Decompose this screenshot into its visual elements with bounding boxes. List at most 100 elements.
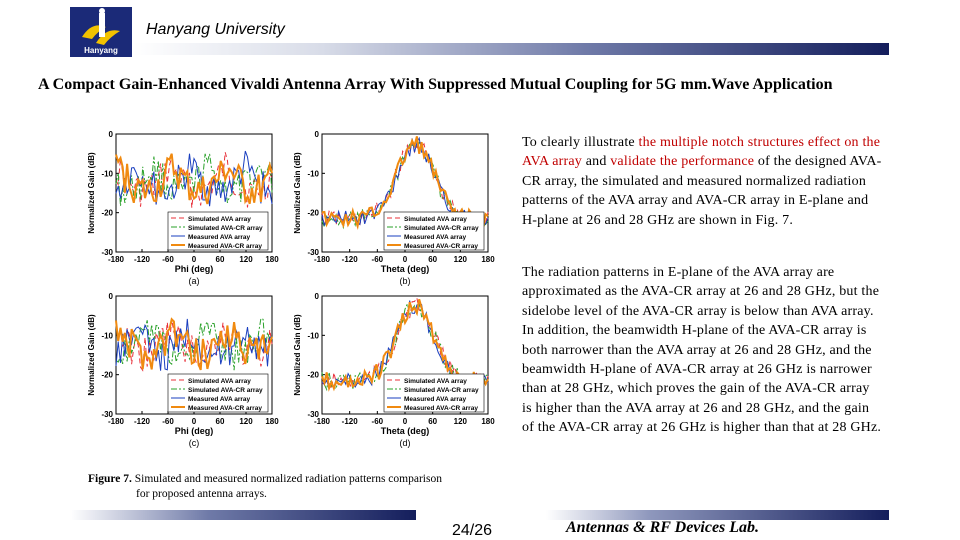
footer-bar-right bbox=[546, 510, 889, 520]
y-axis-label: Normalized Gain (dB) bbox=[87, 314, 96, 396]
y-tick-label: -10 bbox=[101, 169, 113, 178]
p1-highlight-2: validate the performance bbox=[610, 154, 755, 170]
y-tick-label: -10 bbox=[307, 331, 319, 340]
x-tick-label: 120 bbox=[239, 255, 253, 264]
panel-tag: (a) bbox=[189, 276, 200, 286]
legend-label: Simulated AVA array bbox=[404, 378, 467, 385]
pattern-curve bbox=[115, 317, 273, 371]
x-tick-label: 120 bbox=[239, 417, 253, 426]
y-tick-label: -20 bbox=[307, 371, 319, 380]
legend-label: Simulated AVA array bbox=[404, 216, 467, 223]
legend-label: Simulated AVA-CR array bbox=[404, 387, 479, 394]
x-axis-label: Theta (deg) bbox=[381, 426, 430, 436]
y-tick-label: -20 bbox=[101, 209, 113, 218]
legend-box bbox=[167, 373, 269, 413]
x-tick-label: 180 bbox=[265, 255, 279, 264]
legend-label: Measured AVA-CR array bbox=[404, 405, 478, 412]
p1-text-a: To clearly illustrate bbox=[522, 135, 639, 150]
university-name: Hanyang University bbox=[146, 21, 285, 38]
y-tick-label: -30 bbox=[101, 410, 113, 419]
y-axis-label: Normalized Gain (dB) bbox=[87, 152, 96, 234]
legend-label: Measured AVA array bbox=[188, 234, 251, 241]
legend-label: Measured AVA-CR array bbox=[188, 243, 262, 250]
slide-title: A Compact Gain-Enhanced Vivaldi Antenna … bbox=[38, 76, 833, 93]
legend-label: Simulated AVA array bbox=[188, 378, 251, 385]
y-tick-label: 0 bbox=[315, 292, 320, 301]
x-tick-label: 120 bbox=[454, 255, 468, 264]
y-tick-label: 0 bbox=[109, 292, 114, 301]
panel-tag: (d) bbox=[400, 438, 411, 448]
caption-line-1: Simulated and measured normalized radiat… bbox=[134, 473, 442, 485]
legend-label: Simulated AVA-CR array bbox=[404, 225, 479, 232]
legend-box bbox=[167, 211, 269, 251]
header-bar bbox=[133, 43, 889, 55]
x-tick-label: -60 bbox=[372, 255, 384, 264]
y-tick-label: -30 bbox=[101, 248, 113, 257]
x-tick-label: -120 bbox=[342, 417, 359, 426]
university-logo: Hanyang bbox=[70, 7, 132, 57]
pattern-curve bbox=[115, 318, 273, 371]
y-tick-label: -20 bbox=[101, 371, 113, 380]
legend-label: Simulated AVA array bbox=[188, 216, 251, 223]
pattern-curve bbox=[115, 152, 273, 208]
x-tick-label: -120 bbox=[134, 255, 151, 264]
x-tick-label: -60 bbox=[162, 417, 174, 426]
y-axis-label: Normalized Gain (dB) bbox=[293, 314, 302, 396]
legend-label: Measured AVA-CR array bbox=[188, 405, 262, 412]
page-number: 24/26 bbox=[452, 522, 493, 539]
legend-label: Measured AVA array bbox=[404, 396, 467, 403]
x-tick-label: -60 bbox=[372, 417, 384, 426]
panel-tag: (c) bbox=[189, 438, 200, 448]
panel-tag: (b) bbox=[400, 276, 411, 286]
caption-label: Figure 7. bbox=[88, 473, 132, 485]
paragraph-h-plane: In addition, the beamwidth H-plane of th… bbox=[522, 323, 882, 436]
y-tick-label: 0 bbox=[315, 130, 320, 139]
legend-label: Measured AVA-CR array bbox=[404, 243, 478, 250]
y-axis-label: Normalized Gain (dB) bbox=[293, 152, 302, 234]
y-tick-label: -20 bbox=[307, 209, 319, 218]
x-tick-label: 60 bbox=[428, 255, 437, 264]
x-tick-label: -120 bbox=[134, 417, 151, 426]
x-tick-label: -180 bbox=[108, 417, 125, 426]
p1-text-b: and bbox=[582, 154, 611, 170]
y-tick-label: -30 bbox=[307, 248, 319, 257]
x-tick-label: -180 bbox=[314, 417, 331, 426]
y-tick-label: -10 bbox=[101, 331, 113, 340]
x-tick-label: 180 bbox=[481, 255, 495, 264]
caption-line-2: for proposed antenna arrays. bbox=[136, 488, 267, 500]
legend-label: Simulated AVA-CR array bbox=[188, 387, 263, 394]
paragraph-intro: To clearly illustrate the multiple notch… bbox=[522, 133, 882, 230]
x-tick-label: -60 bbox=[162, 255, 174, 264]
p1-highlight: the multiple notch structures effect on … bbox=[522, 135, 881, 170]
x-tick-label: 180 bbox=[265, 417, 279, 426]
paragraph-results: The radiation patterns in E-plane of the… bbox=[522, 263, 882, 438]
legend-label: Simulated AVA-CR array bbox=[188, 225, 263, 232]
x-tick-label: 0 bbox=[403, 417, 408, 426]
figure-caption: Figure 7. Simulated and measured normali… bbox=[88, 472, 488, 502]
x-tick-label: 0 bbox=[403, 255, 408, 264]
y-tick-label: -30 bbox=[307, 410, 319, 419]
legend-label: Measured AVA array bbox=[188, 396, 251, 403]
x-axis-label: Phi (deg) bbox=[175, 264, 214, 274]
x-tick-label: 120 bbox=[454, 417, 468, 426]
footer-bar-left bbox=[70, 510, 416, 520]
x-tick-label: 180 bbox=[481, 417, 495, 426]
legend-box bbox=[383, 373, 485, 413]
pattern-curve bbox=[115, 153, 273, 205]
y-tick-label: 0 bbox=[109, 130, 114, 139]
x-tick-label: 0 bbox=[192, 255, 197, 264]
x-tick-label: -180 bbox=[314, 255, 331, 264]
x-tick-label: 60 bbox=[216, 417, 225, 426]
x-tick-label: 0 bbox=[192, 417, 197, 426]
legend-box bbox=[383, 211, 485, 251]
y-tick-label: -10 bbox=[307, 169, 319, 178]
x-tick-label: -120 bbox=[342, 255, 359, 264]
x-axis-label: Theta (deg) bbox=[381, 264, 430, 274]
lab-name: Antennas & RF Devices Lab. bbox=[566, 519, 760, 536]
x-axis-label: Phi (deg) bbox=[175, 426, 214, 436]
paragraph-e-plane: The radiation patterns in E-plane of the… bbox=[522, 265, 880, 319]
x-tick-label: 60 bbox=[216, 255, 225, 264]
legend-label: Measured AVA array bbox=[404, 234, 467, 241]
x-tick-label: -180 bbox=[108, 255, 125, 264]
